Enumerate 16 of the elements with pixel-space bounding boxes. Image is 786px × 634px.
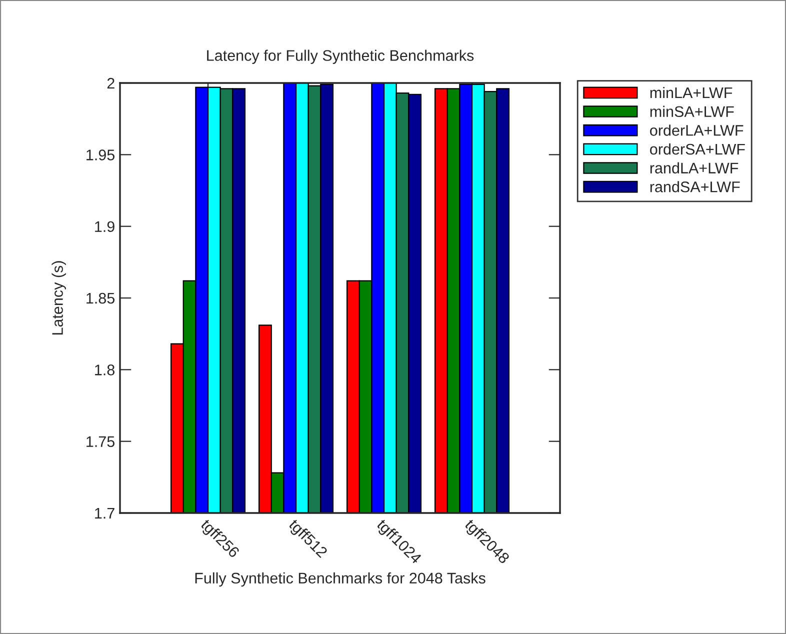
y-tick-label: 1.85 [86,292,114,304]
legend-label: minLA+LWF [650,86,732,98]
y-tick-label: 1.8 [95,364,114,376]
y-tick-label: 2 [107,78,114,89]
legend-label: orderSA+LWF [650,143,745,155]
legend-label: orderLA+LWF [650,124,744,136]
y-tick-label: 1.95 [86,150,114,160]
chart-title: Latency for Fully Synthetic Benchmarks [207,50,474,64]
y-tick-label: 1.75 [86,436,114,448]
y-axis-title: Latency (s) [52,261,66,335]
y-tick-label: 1.9 [95,221,114,232]
legend-label: randLA+LWF [650,162,738,174]
legend-label: minSA+LWF [650,106,734,118]
y-tick-label: 1.7 [95,508,114,519]
legend-label: randSA+LWF [650,181,740,192]
x-axis-title: Fully Synthetic Benchmarks for 2048 Tasks [195,572,486,587]
